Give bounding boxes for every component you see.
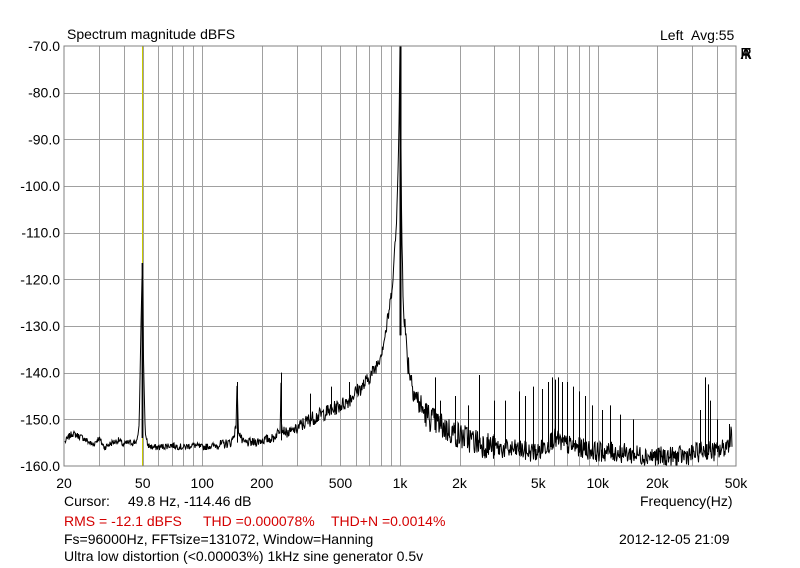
- brand-letter: T: [741, 46, 751, 63]
- x-tick-label: 200: [250, 475, 274, 491]
- cursor-readout-value: 49.8 Hz, -114.46 dB: [128, 493, 252, 509]
- y-tick-label: -130.0: [20, 318, 60, 334]
- x-tick-label: 20k: [646, 475, 670, 491]
- y-tick-label: -110.0: [21, 225, 60, 241]
- brand-letter: A: [740, 46, 752, 63]
- thdn-readout: THD+N =0.0014%: [331, 513, 446, 529]
- x-tick-label: 50k: [725, 475, 749, 491]
- x-tick-label: 5k: [531, 475, 547, 491]
- plot-frame: [63, 45, 737, 467]
- x-tick-label: 10k: [586, 475, 610, 491]
- thd-readout: THD =0.000078%: [203, 513, 315, 529]
- y-tick-label: -90.0: [28, 131, 60, 147]
- x-axis-label: Frequency(Hz): [640, 493, 733, 509]
- x-tick-label: 100: [191, 475, 215, 491]
- brand-letter: R: [740, 46, 752, 63]
- measurement-description: Ultra low distortion (<0.00003%) 1kHz si…: [64, 548, 424, 564]
- trace-layer: [64, 45, 733, 467]
- spectrum-trace: [64, 45, 733, 467]
- cursor-readout-label: Cursor:: [64, 493, 110, 509]
- x-tick-label: 500: [329, 475, 353, 491]
- y-tick-label: -120.0: [20, 271, 60, 287]
- analysis-settings: Fs=96000Hz, FFTsize=131072, Window=Hanni…: [64, 531, 374, 547]
- x-tick-label: 2k: [452, 475, 468, 491]
- chart-title: Spectrum magnitude dBFS: [67, 26, 236, 42]
- channel-label: Left: [660, 27, 684, 43]
- brand-letter: A: [740, 46, 752, 63]
- timestamp: 2012-12-05 21:09: [619, 531, 730, 547]
- y-tick-label: -150.0: [20, 411, 60, 427]
- y-tick-label: -160.0: [20, 458, 60, 474]
- y-tick-label: -80.0: [28, 85, 60, 101]
- y-tick-label: -140.0: [20, 365, 60, 381]
- x-tick-label: 50: [135, 475, 151, 491]
- rms-readout: RMS = -12.1 dBFS: [64, 513, 182, 529]
- y-tick-label: -100.0: [20, 178, 60, 194]
- axis-ticks: -70.0 -80.0 -90.0 -100.0 -110.0 -120.0 -130.0 -…: [20, 38, 748, 491]
- x-tick-label: 20: [56, 475, 72, 491]
- x-tick-label: 1k: [393, 475, 409, 491]
- averaging-label: Avg:55: [691, 27, 735, 43]
- y-tick-label: -70.0: [28, 38, 60, 54]
